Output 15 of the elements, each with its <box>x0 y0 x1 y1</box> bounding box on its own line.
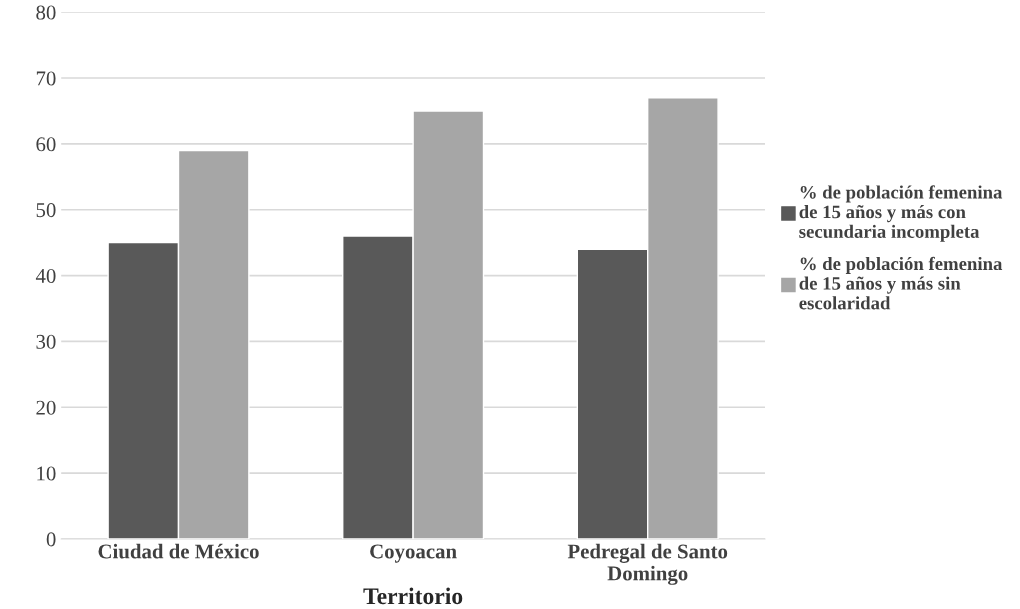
y-tick-label: 60 <box>36 137 56 152</box>
x-tick-label: Ciudad de México <box>98 543 259 559</box>
y-tick-label: 80 <box>36 5 56 20</box>
legend-label: % de población femenina de 15 años y más con secundaria incompleta <box>799 185 1003 242</box>
x-tick-label: Coyoacan <box>370 544 457 563</box>
y-tick-label: 0 <box>46 532 56 547</box>
y-tick-label: 10 <box>37 466 56 481</box>
legend-label: % de población femenina de 15 años y más sin escolaridad <box>799 256 1003 310</box>
y-tick-label: 70 <box>36 71 56 86</box>
y-tick-label: 20 <box>36 400 56 415</box>
y-tick-label: 40 <box>35 268 56 284</box>
x-axis-title: Territorio <box>363 587 463 605</box>
y-tick-label: 30 <box>36 334 56 349</box>
x-tick-label: Pedregal de Santo Domingo <box>567 543 728 585</box>
y-tick-label: 50 <box>36 203 56 218</box>
